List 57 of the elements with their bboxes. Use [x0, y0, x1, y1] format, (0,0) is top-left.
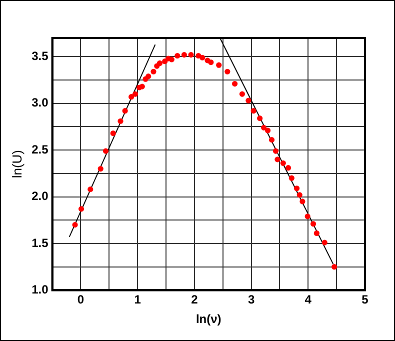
point [246, 98, 252, 104]
x-tick-label: 3 [248, 292, 255, 307]
point [272, 148, 279, 154]
point [216, 62, 222, 68]
y-tick-label: 2.5 [32, 142, 49, 156]
point [268, 137, 275, 143]
point [78, 206, 84, 212]
point [280, 160, 286, 166]
point [88, 186, 94, 192]
y-tick-label: 3.5 [32, 48, 49, 63]
y-tick-label: 1.0 [32, 282, 49, 297]
point [118, 118, 124, 124]
point [314, 230, 320, 236]
x-tick-label: 4 [304, 292, 312, 307]
x-tick-label: 1 [134, 292, 142, 307]
x-tick-label: 2 [191, 292, 198, 307]
point [110, 130, 116, 136]
x-axis-title: ln(ν) [196, 312, 222, 326]
point [146, 73, 152, 80]
point [257, 116, 263, 122]
point [132, 91, 138, 97]
point [72, 222, 78, 228]
point [181, 52, 187, 58]
point [285, 165, 292, 171]
point [102, 148, 109, 154]
y-tick-label: 1.5 [32, 236, 49, 250]
point [294, 186, 300, 192]
point [156, 60, 163, 66]
point [322, 240, 328, 246]
point [208, 59, 214, 66]
point [300, 198, 306, 204]
point [274, 156, 280, 162]
point [232, 80, 238, 87]
x-tick-label: 5 [362, 292, 369, 307]
point [288, 175, 294, 181]
point [200, 54, 206, 60]
y-tick-label: 3.0 [32, 96, 49, 110]
point [264, 128, 271, 134]
point [304, 214, 310, 220]
point [174, 52, 180, 59]
point [98, 166, 104, 172]
y-axis-title: ln(U) [9, 150, 24, 178]
point [250, 108, 256, 114]
point [260, 124, 267, 130]
point [139, 84, 145, 90]
x-tick-label: 0 [77, 292, 84, 307]
point [224, 68, 230, 74]
point [150, 68, 156, 74]
point [122, 108, 128, 114]
y-tick-label: 2.0 [32, 189, 49, 204]
point [296, 192, 302, 198]
point [188, 52, 194, 58]
point [239, 91, 245, 97]
point [128, 94, 134, 100]
point [168, 56, 174, 62]
point [310, 221, 316, 227]
point [331, 264, 338, 270]
